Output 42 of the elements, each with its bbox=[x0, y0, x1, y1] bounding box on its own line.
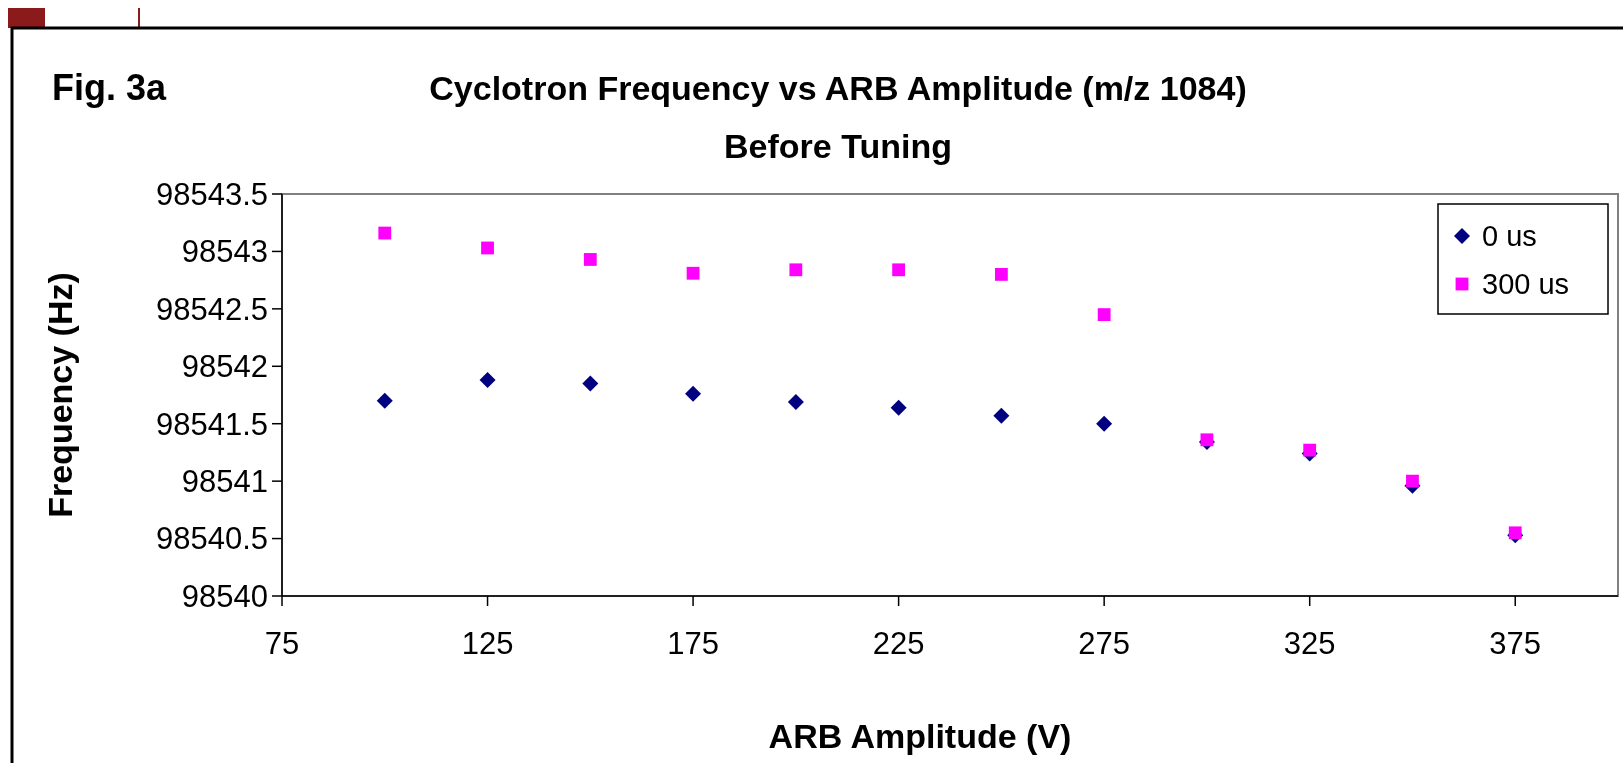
point bbox=[1096, 415, 1113, 432]
point bbox=[1097, 308, 1111, 321]
point bbox=[583, 253, 597, 266]
caption: Fig. 3a bbox=[52, 67, 168, 108]
y-tick-label: 98540 bbox=[181, 578, 268, 614]
y-tick-label: 98540.5 bbox=[155, 521, 268, 557]
point bbox=[994, 268, 1008, 281]
x-tick-label: 225 bbox=[872, 626, 925, 661]
point bbox=[890, 399, 907, 416]
y-tick-label: 98542.5 bbox=[155, 291, 268, 327]
x-tick-label: 325 bbox=[1283, 626, 1336, 661]
point bbox=[686, 266, 700, 280]
point bbox=[993, 407, 1010, 424]
point bbox=[1303, 443, 1317, 457]
point bbox=[376, 392, 393, 409]
x-tick-label: 75 bbox=[264, 626, 300, 661]
chart-subtitle: Before Tuning bbox=[724, 127, 952, 165]
legend-label: 300 us bbox=[1482, 268, 1570, 301]
point bbox=[378, 226, 392, 240]
point bbox=[1508, 526, 1522, 540]
x-axis-title: ARB Amplitude (V) bbox=[768, 717, 1072, 755]
y-tick-label: 98543.5 bbox=[155, 176, 268, 212]
y-tick-label: 98541.5 bbox=[155, 406, 268, 442]
y-axis-title: Frequency (Hz) bbox=[41, 272, 79, 518]
point bbox=[481, 241, 494, 255]
y-tick-label: 98543 bbox=[181, 234, 268, 270]
x-tick-label: 175 bbox=[667, 626, 719, 661]
point bbox=[685, 385, 702, 402]
x-tick-label: 125 bbox=[461, 626, 514, 661]
point bbox=[582, 375, 599, 392]
x-tick-label: 375 bbox=[1489, 626, 1542, 661]
y-tick-label: 98542 bbox=[181, 349, 268, 385]
x-tick-label: 275 bbox=[1078, 626, 1131, 661]
point bbox=[892, 263, 906, 277]
point bbox=[789, 263, 803, 277]
point bbox=[1200, 433, 1214, 447]
legend-label: 0 us bbox=[1482, 220, 1537, 253]
chart-title: Cyclotron Frequency vs ARB Amplitude (m/z 1084) bbox=[429, 69, 1247, 107]
point bbox=[1406, 474, 1419, 488]
point bbox=[787, 393, 804, 410]
point bbox=[479, 372, 496, 389]
y-tick-label: 98541 bbox=[181, 463, 268, 499]
